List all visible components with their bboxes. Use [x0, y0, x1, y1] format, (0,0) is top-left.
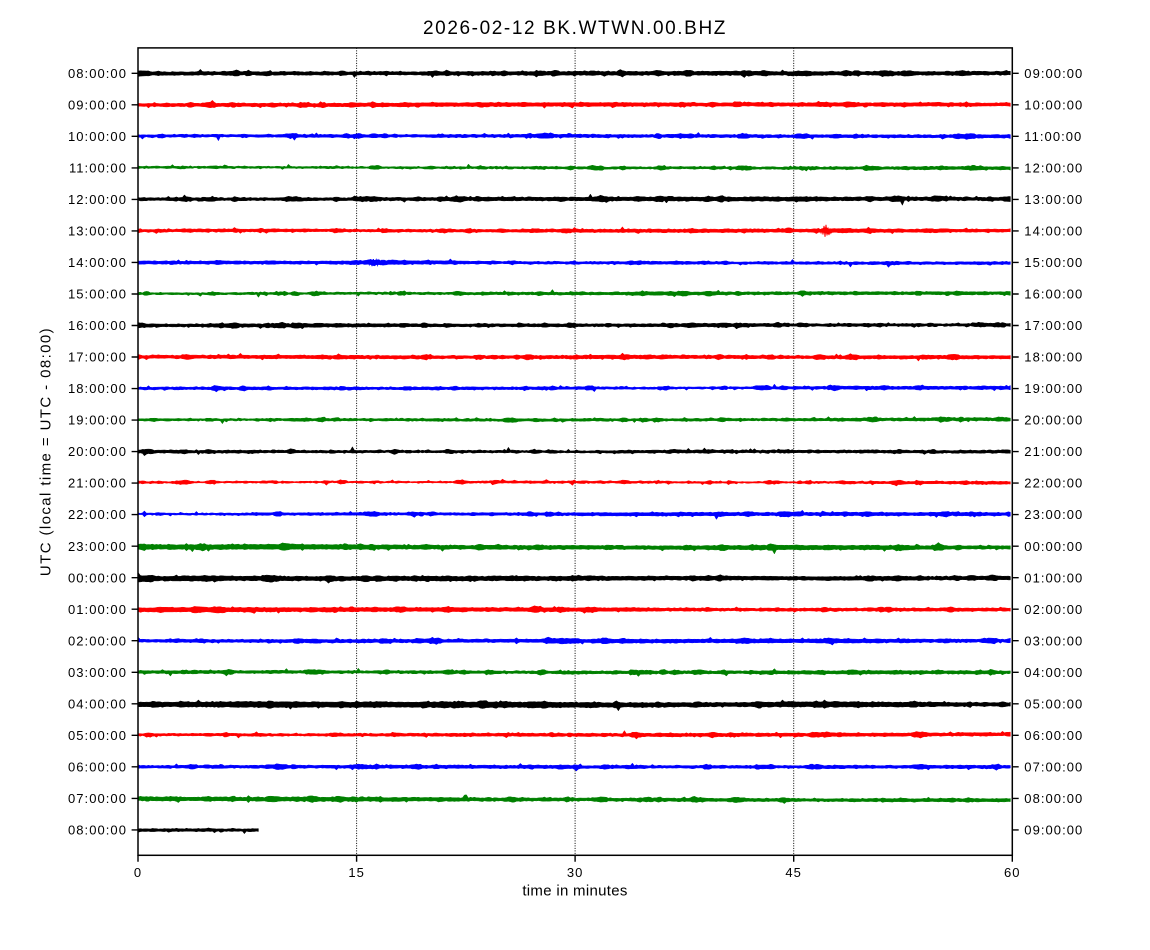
svg-text:15:00:00: 15:00:00 — [68, 287, 127, 302]
svg-text:17:00:00: 17:00:00 — [68, 350, 127, 365]
svg-text:10:00:00: 10:00:00 — [68, 129, 127, 144]
svg-text:15: 15 — [348, 865, 365, 880]
svg-text:04:00:00: 04:00:00 — [1024, 665, 1083, 680]
svg-text:00:00:00: 00:00:00 — [68, 570, 127, 585]
svg-text:04:00:00: 04:00:00 — [68, 696, 127, 711]
svg-text:13:00:00: 13:00:00 — [68, 224, 127, 239]
svg-text:UTC (local time = UTC - 08:00): UTC (local time = UTC - 08:00) — [38, 327, 55, 576]
svg-text:08:00:00: 08:00:00 — [68, 823, 127, 838]
svg-text:2026-02-12 BK.WTWN.00.BHZ: 2026-02-12 BK.WTWN.00.BHZ — [423, 18, 727, 39]
svg-text:60: 60 — [1004, 865, 1021, 880]
svg-text:00:00:00: 00:00:00 — [1024, 539, 1083, 554]
svg-text:15:00:00: 15:00:00 — [1024, 255, 1083, 270]
svg-text:16:00:00: 16:00:00 — [1024, 287, 1083, 302]
svg-text:16:00:00: 16:00:00 — [68, 318, 127, 333]
svg-text:45: 45 — [785, 865, 802, 880]
svg-text:01:00:00: 01:00:00 — [1024, 570, 1083, 585]
svg-text:07:00:00: 07:00:00 — [1024, 759, 1083, 774]
svg-text:08:00:00: 08:00:00 — [1024, 791, 1083, 806]
svg-text:18:00:00: 18:00:00 — [1024, 350, 1083, 365]
svg-text:21:00:00: 21:00:00 — [68, 476, 127, 491]
svg-text:19:00:00: 19:00:00 — [68, 413, 127, 428]
svg-text:08:00:00: 08:00:00 — [68, 66, 127, 81]
svg-text:19:00:00: 19:00:00 — [1024, 381, 1083, 396]
svg-text:11:00:00: 11:00:00 — [1024, 129, 1082, 144]
svg-text:07:00:00: 07:00:00 — [68, 791, 127, 806]
svg-text:13:00:00: 13:00:00 — [1024, 192, 1083, 207]
svg-text:09:00:00: 09:00:00 — [68, 97, 127, 112]
svg-text:05:00:00: 05:00:00 — [68, 728, 127, 743]
svg-text:11:00:00: 11:00:00 — [69, 161, 127, 176]
svg-text:03:00:00: 03:00:00 — [1024, 633, 1083, 648]
svg-text:01:00:00: 01:00:00 — [68, 602, 127, 617]
svg-text:23:00:00: 23:00:00 — [68, 539, 127, 554]
svg-text:12:00:00: 12:00:00 — [68, 192, 127, 207]
svg-text:05:00:00: 05:00:00 — [1024, 696, 1083, 711]
svg-text:18:00:00: 18:00:00 — [68, 381, 127, 396]
svg-text:02:00:00: 02:00:00 — [1024, 602, 1083, 617]
svg-text:20:00:00: 20:00:00 — [68, 444, 127, 459]
svg-text:20:00:00: 20:00:00 — [1024, 413, 1083, 428]
svg-text:30: 30 — [567, 865, 584, 880]
svg-text:23:00:00: 23:00:00 — [1024, 507, 1083, 522]
svg-text:0: 0 — [134, 865, 142, 880]
svg-text:22:00:00: 22:00:00 — [1024, 476, 1083, 491]
svg-text:09:00:00: 09:00:00 — [1024, 66, 1083, 81]
svg-text:12:00:00: 12:00:00 — [1024, 161, 1083, 176]
svg-text:02:00:00: 02:00:00 — [68, 633, 127, 648]
svg-text:14:00:00: 14:00:00 — [1024, 224, 1083, 239]
svg-text:14:00:00: 14:00:00 — [68, 255, 127, 270]
svg-text:21:00:00: 21:00:00 — [1024, 444, 1083, 459]
svg-text:time in minutes: time in minutes — [522, 883, 627, 900]
svg-text:06:00:00: 06:00:00 — [68, 759, 127, 774]
svg-text:22:00:00: 22:00:00 — [68, 507, 127, 522]
svg-text:03:00:00: 03:00:00 — [68, 665, 127, 680]
svg-text:17:00:00: 17:00:00 — [1024, 318, 1083, 333]
svg-text:09:00:00: 09:00:00 — [1024, 823, 1083, 838]
svg-text:06:00:00: 06:00:00 — [1024, 728, 1083, 743]
svg-text:10:00:00: 10:00:00 — [1024, 97, 1083, 112]
